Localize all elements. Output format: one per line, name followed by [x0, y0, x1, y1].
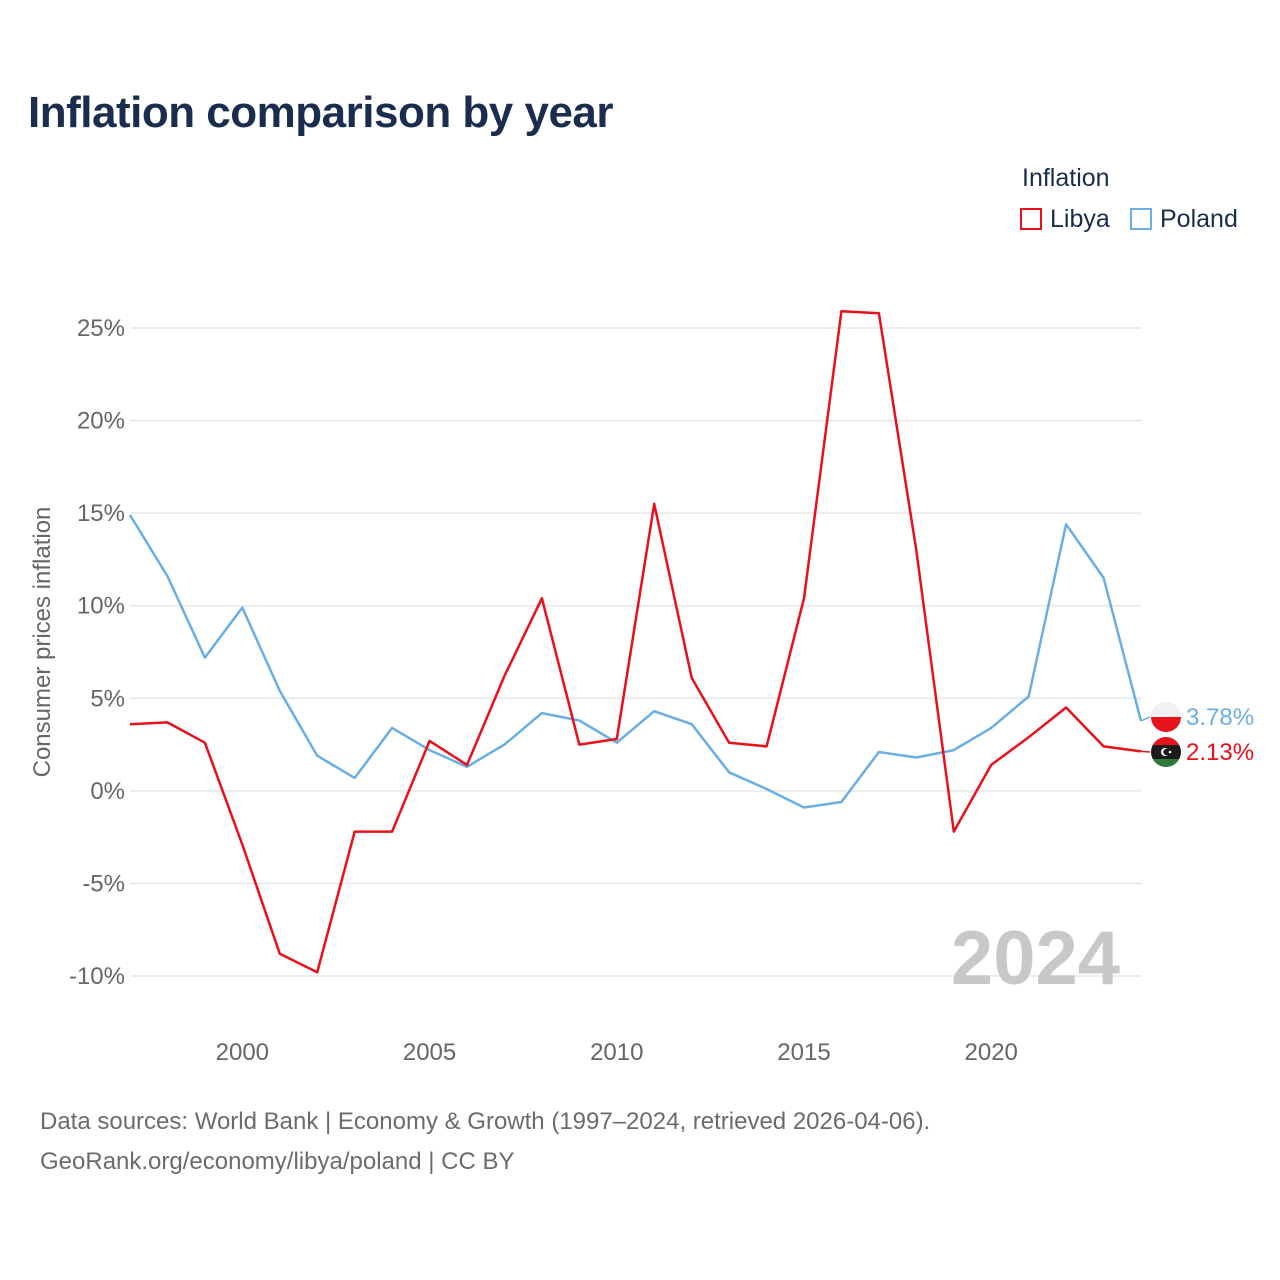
legend-item-poland[interactable]: Poland — [1130, 204, 1238, 234]
data-point-poland[interactable] — [239, 605, 245, 611]
data-point-poland[interactable] — [164, 573, 170, 579]
legend-label-libya: Libya — [1050, 204, 1110, 233]
data-point-poland[interactable] — [576, 718, 582, 724]
source-url-line[interactable]: GeoRank.org/economy/libya/poland | CC BY — [40, 1148, 515, 1175]
legend-swatch-libya — [1020, 208, 1042, 230]
data-point-poland[interactable] — [988, 725, 994, 731]
legend-item-libya[interactable]: Libya — [1020, 204, 1110, 234]
x-axis-ticks: 2000 2005 2010 2015 2020 — [216, 1039, 1018, 1066]
data-point-libya[interactable] — [689, 675, 695, 681]
y-tick-label: 20% — [77, 408, 125, 435]
data-source-line: Data sources: World Bank | Economy & Gro… — [40, 1108, 931, 1135]
data-point-libya[interactable] — [801, 595, 807, 601]
data-point-poland[interactable] — [951, 747, 957, 753]
data-point-poland[interactable] — [202, 655, 208, 661]
data-point-libya[interactable] — [352, 829, 358, 835]
data-point-poland[interactable] — [913, 755, 919, 761]
data-point-libya[interactable] — [951, 829, 957, 835]
libya-flag-icon — [1151, 737, 1181, 767]
legend-title: Inflation — [1022, 164, 1110, 192]
data-point-libya[interactable] — [576, 742, 582, 748]
y-tick-label: 5% — [90, 685, 125, 712]
y-tick-label: -5% — [82, 870, 125, 897]
legend-swatch-poland — [1130, 208, 1152, 230]
x-tick-label: 2010 — [590, 1039, 643, 1066]
legend-label-poland: Poland — [1160, 204, 1238, 233]
data-point-poland[interactable] — [876, 749, 882, 755]
data-point-libya[interactable] — [314, 969, 320, 975]
data-point-poland[interactable] — [801, 805, 807, 811]
series-line-libya[interactable] — [129, 310, 1142, 974]
data-point-poland[interactable] — [501, 742, 507, 748]
end-connector-libya — [1140, 750, 1151, 753]
y-tick-label: 15% — [77, 500, 125, 527]
end-label-poland: 3.78% — [1186, 704, 1254, 731]
data-point-libya[interactable] — [1101, 743, 1107, 749]
data-point-libya[interactable] — [464, 762, 470, 768]
y-axis-label: Consumer prices inflation — [29, 507, 56, 778]
series-line-poland[interactable] — [128, 514, 1143, 809]
end-labels: 2.13% 3.78% — [1140, 702, 1254, 767]
data-point-libya[interactable] — [501, 673, 507, 679]
data-point-libya[interactable] — [988, 762, 994, 768]
x-tick-label: 2005 — [403, 1039, 456, 1066]
data-point-libya[interactable] — [1063, 705, 1069, 711]
data-point-libya[interactable] — [239, 842, 245, 848]
data-point-libya[interactable] — [838, 308, 844, 314]
data-point-poland[interactable] — [1026, 693, 1032, 699]
data-point-poland[interactable] — [127, 512, 133, 518]
data-point-poland[interactable] — [651, 708, 657, 714]
data-point-poland[interactable] — [352, 775, 358, 781]
y-axis-ticks: 25% 20% 15% 10% 5% 0% -5% -10% — [69, 315, 125, 990]
y-tick-label: -10% — [69, 963, 125, 990]
data-point-libya[interactable] — [764, 743, 770, 749]
data-point-poland[interactable] — [314, 753, 320, 759]
y-tick-label: 0% — [90, 778, 125, 805]
y-tick-label: 25% — [77, 315, 125, 342]
data-point-libya[interactable] — [1026, 734, 1032, 740]
data-point-libya[interactable] — [913, 547, 919, 553]
data-point-libya[interactable] — [427, 738, 433, 744]
y-tick-label: 10% — [77, 593, 125, 620]
data-point-poland[interactable] — [539, 710, 545, 716]
data-point-libya[interactable] — [164, 719, 170, 725]
data-point-libya[interactable] — [127, 721, 133, 727]
chart-title: Inflation comparison by year — [28, 88, 614, 137]
x-tick-label: 2015 — [777, 1039, 830, 1066]
data-point-libya[interactable] — [277, 951, 283, 957]
grid-lines — [130, 327, 1141, 977]
data-point-poland[interactable] — [838, 799, 844, 805]
data-point-libya[interactable] — [651, 501, 657, 507]
year-watermark: 2024 — [951, 916, 1120, 1001]
data-point-libya[interactable] — [726, 740, 732, 746]
data-point-libya[interactable] — [876, 310, 882, 316]
data-point-poland[interactable] — [726, 769, 732, 775]
data-point-poland[interactable] — [389, 725, 395, 731]
data-point-libya[interactable] — [614, 736, 620, 742]
data-point-poland[interactable] — [1063, 521, 1069, 527]
poland-flag-icon — [1151, 702, 1181, 732]
end-label-libya: 2.13% — [1186, 739, 1254, 766]
data-point-libya[interactable] — [202, 740, 208, 746]
end-connector-poland — [1140, 716, 1151, 722]
x-tick-label: 2020 — [965, 1039, 1018, 1066]
data-point-poland[interactable] — [1101, 575, 1107, 581]
data-point-poland[interactable] — [764, 786, 770, 792]
data-point-poland[interactable] — [689, 721, 695, 727]
data-point-poland[interactable] — [277, 688, 283, 694]
x-tick-label: 2000 — [216, 1039, 269, 1066]
series-lines — [127, 308, 1143, 975]
data-point-libya[interactable] — [389, 829, 395, 835]
data-point-libya[interactable] — [539, 595, 545, 601]
